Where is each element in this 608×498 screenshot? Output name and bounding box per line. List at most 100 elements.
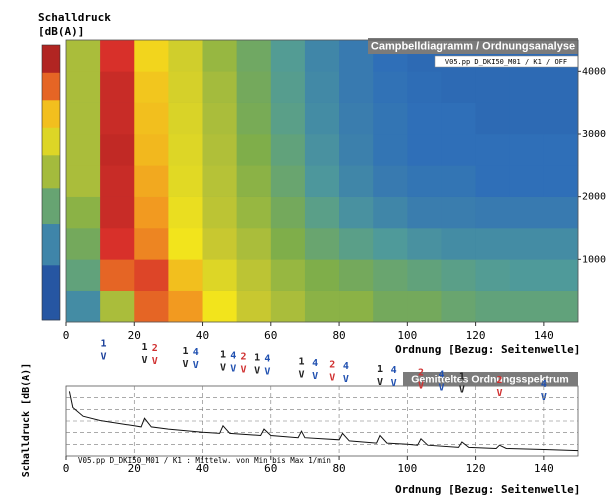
- order-marker: V: [343, 374, 349, 385]
- heatmap-cell: [510, 228, 544, 260]
- heatmap-cell: [441, 228, 475, 260]
- heatmap-cell: [271, 71, 305, 103]
- order-marker: V: [438, 383, 444, 394]
- x-tick-label: 100: [397, 462, 417, 475]
- heatmap-cell: [476, 71, 510, 103]
- colorbar-segment: [42, 45, 60, 73]
- heatmap-cell: [100, 291, 134, 323]
- order-marker: 4: [312, 358, 318, 369]
- heatmap-cell: [237, 134, 271, 166]
- heatmap-cell: [544, 165, 578, 197]
- heatmap-cell: [271, 259, 305, 291]
- order-marker: 4: [264, 354, 270, 365]
- order-marker: V: [182, 359, 188, 370]
- heatmap-cell: [100, 165, 134, 197]
- x-tick-label: 80: [332, 329, 345, 342]
- heatmap-cell: [373, 103, 407, 135]
- x-tick-label: 20: [128, 462, 141, 475]
- heatmap-cell: [544, 71, 578, 103]
- order-marker: 2: [152, 343, 158, 354]
- heatmap-cell: [544, 259, 578, 291]
- heatmap-cell: [203, 291, 237, 323]
- colorbar-segment: [42, 73, 60, 101]
- x-tick-label: 140: [534, 329, 554, 342]
- heatmap-cell: [237, 259, 271, 291]
- heatmap-cell: [66, 165, 100, 197]
- heatmap-cell: [544, 134, 578, 166]
- order-marker: V: [459, 384, 465, 395]
- heatmap-cell: [305, 197, 339, 229]
- heatmap-cell: [407, 165, 441, 197]
- colorbar-segment: [42, 224, 60, 266]
- heatmap-cell: [134, 228, 168, 260]
- heatmap-cell: [476, 103, 510, 135]
- order-marker: V: [496, 388, 502, 399]
- heatmap-cell: [339, 197, 373, 229]
- x-tick-label: 140: [534, 462, 554, 475]
- colorbar-title: Schalldruck: [38, 11, 111, 24]
- heatmap-cell: [66, 197, 100, 229]
- heatmap-cell: [100, 103, 134, 135]
- order-marker: 4: [193, 347, 199, 358]
- heatmap-cell: [407, 228, 441, 260]
- heatmap-cell: [271, 134, 305, 166]
- heatmap-cell: [407, 103, 441, 135]
- heatmap-cell: [373, 228, 407, 260]
- order-marker: 4: [343, 361, 349, 372]
- heatmap-cell: [271, 197, 305, 229]
- order-marker: V: [299, 370, 305, 381]
- heatmap-cell: [441, 103, 475, 135]
- heatmap-cell: [203, 228, 237, 260]
- heatmap-cell: [100, 197, 134, 229]
- heatmap-cell: [134, 71, 168, 103]
- heatmap-cell: [66, 134, 100, 166]
- order-marker: 2: [329, 360, 335, 371]
- heatmap-cell: [544, 197, 578, 229]
- order-marker: 1: [377, 364, 383, 375]
- order-marker: 2: [418, 368, 424, 379]
- heatmap-cell: [510, 259, 544, 291]
- heatmap-cell: [134, 165, 168, 197]
- heatmap-cell: [305, 165, 339, 197]
- heatmap-cell: [510, 197, 544, 229]
- heatmap-cell: [168, 197, 202, 229]
- heatmap-cell: [66, 40, 100, 72]
- heatmap-cell: [134, 103, 168, 135]
- heatmap-cell: [271, 40, 305, 72]
- x-tick-label: 60: [264, 329, 277, 342]
- order-marker: V: [254, 366, 260, 377]
- heatmap-cell: [510, 291, 544, 323]
- order-marker: V: [312, 371, 318, 382]
- y-tick-label: 3000: [582, 129, 606, 140]
- heatmap-cell: [168, 259, 202, 291]
- heatmap-cell: [168, 103, 202, 135]
- heatmap-cell: [134, 40, 168, 72]
- order-marker: 1: [101, 338, 107, 349]
- order-marker: 1: [299, 357, 305, 368]
- x-tick-label: 120: [466, 462, 486, 475]
- heatmap-cell: [168, 134, 202, 166]
- order-marker: 1: [459, 371, 465, 382]
- order-marker: V: [329, 373, 335, 384]
- heatmap-cell: [134, 259, 168, 291]
- order-marker: 4: [230, 350, 236, 361]
- heatmap-cell: [237, 40, 271, 72]
- order-marker: V: [230, 363, 236, 374]
- heatmap-cell: [237, 228, 271, 260]
- heatmap-cell: [305, 103, 339, 135]
- x-tick-label: 100: [397, 329, 417, 342]
- heatmap-cell: [134, 197, 168, 229]
- heatmap-cell: [441, 165, 475, 197]
- heatmap-cell: [510, 71, 544, 103]
- x-tick-label: 40: [196, 462, 209, 475]
- heatmap-cell: [339, 103, 373, 135]
- heatmap-cell: [168, 40, 202, 72]
- x-tick-label: 0: [63, 329, 70, 342]
- heatmap-cell: [134, 134, 168, 166]
- heatmap-cell: [544, 291, 578, 323]
- x-tick-label: 20: [128, 329, 141, 342]
- heatmap-cell: [66, 228, 100, 260]
- heatmap-cell: [339, 71, 373, 103]
- order-marker: V: [377, 377, 383, 388]
- heatmap-cell: [237, 71, 271, 103]
